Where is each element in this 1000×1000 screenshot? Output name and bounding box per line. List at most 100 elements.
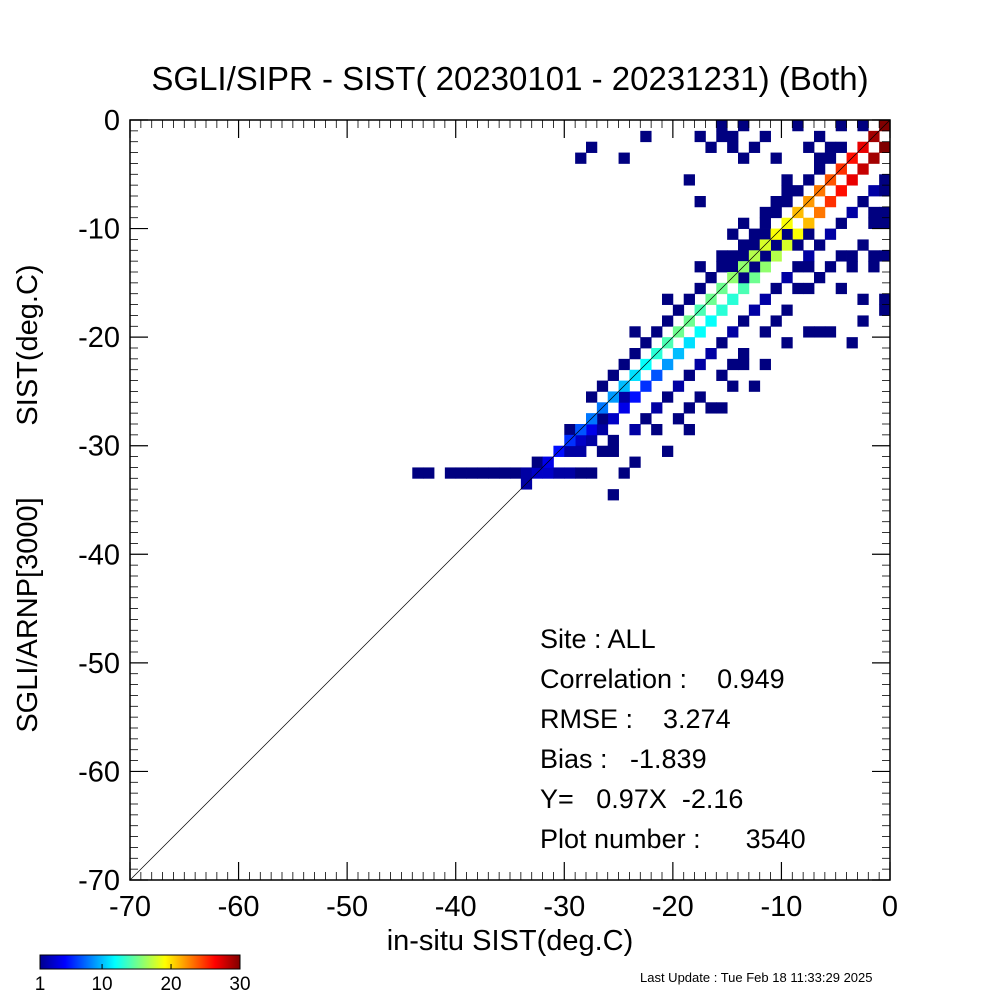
heatmap-cell xyxy=(835,282,847,295)
heatmap-cell xyxy=(662,445,674,457)
heatmap-cell xyxy=(672,413,685,425)
heatmap-cell xyxy=(759,326,771,338)
heatmap-cell xyxy=(727,326,739,338)
heatmap-cell xyxy=(629,456,641,468)
stat-bias: Bias : -1.839 xyxy=(540,744,707,774)
heatmap-cell xyxy=(716,304,728,316)
colorbar-ticks: 1 10 20 30 xyxy=(35,964,251,995)
heatmap-cell xyxy=(748,228,761,240)
heatmap-cell xyxy=(781,272,793,284)
y-tick-labels: -70 -60 -50 -40 -30 -20 -10 0 xyxy=(78,105,120,897)
heatmap-cell xyxy=(629,424,641,436)
heatmap-cell xyxy=(824,196,837,208)
heatmap-cell xyxy=(586,391,598,403)
last-update-text: Last Update : Tue Feb 18 11:33:29 2025 xyxy=(640,970,873,985)
heatmap-cell xyxy=(879,293,890,305)
heatmap-cell xyxy=(607,369,619,381)
heatmap-cell xyxy=(759,358,771,371)
heatmap-cell xyxy=(618,152,630,164)
heatmap-cell xyxy=(738,120,750,132)
heatmap-cell xyxy=(792,261,804,273)
heatmap-cell xyxy=(748,304,761,316)
heatmap-cell xyxy=(759,261,771,273)
heatmap-cell xyxy=(759,206,771,219)
heatmap-cell xyxy=(792,228,804,240)
heatmap-cell xyxy=(727,228,739,240)
heatmap-cell xyxy=(531,456,543,468)
heatmap-cell xyxy=(738,358,750,371)
heatmap-cell xyxy=(607,445,619,457)
heatmap-cell xyxy=(683,369,695,381)
y-tick-label: -60 xyxy=(78,756,120,788)
heatmap-cell xyxy=(640,130,652,143)
heatmap-cell xyxy=(824,261,837,273)
heatmap-cell xyxy=(890,131,901,142)
x-axis-label: in-situ SIST(deg.C) xyxy=(387,925,634,957)
heatmap-cell xyxy=(672,304,685,316)
heatmap-cell xyxy=(890,283,901,294)
y-tick-label: -20 xyxy=(78,322,120,354)
heatmap-cell xyxy=(814,326,826,338)
heatmap-cell xyxy=(705,402,717,414)
heatmap-cell xyxy=(716,337,728,349)
heatmap-cell xyxy=(716,250,728,262)
heatmap-cell xyxy=(879,217,890,229)
heatmap-cell xyxy=(727,293,739,305)
heatmap-cell xyxy=(586,467,598,479)
heatmap-cell xyxy=(781,337,793,349)
heatmap-cells xyxy=(412,120,901,501)
x-tick-label: -20 xyxy=(652,891,694,923)
y-tick-label: 0 xyxy=(104,105,120,137)
heatmap-cell xyxy=(662,315,674,327)
heatmap-cell xyxy=(835,120,847,132)
heatmap-cell xyxy=(683,424,695,436)
stat-correlation: Correlation : 0.949 xyxy=(540,664,785,694)
heatmap-cell xyxy=(748,261,761,273)
heatmap-cell xyxy=(694,358,706,371)
heatmap-cell xyxy=(488,467,500,479)
heatmap-cell xyxy=(814,130,826,143)
heatmap-cell xyxy=(748,380,761,392)
heatmap-cell xyxy=(759,228,771,240)
heatmap-cell xyxy=(792,239,804,251)
heatmap-cell xyxy=(824,152,837,164)
heatmap-cell xyxy=(618,402,630,414)
heatmap-cell xyxy=(890,326,901,337)
heatmap-cell xyxy=(564,467,576,479)
colorbar-tick-label: 10 xyxy=(91,974,112,995)
heatmap-cell xyxy=(824,326,837,338)
heatmap-cell xyxy=(770,315,782,327)
heatmap-cell xyxy=(727,358,739,371)
heatmap-cell xyxy=(879,250,890,262)
heatmap-cell xyxy=(738,348,750,360)
heatmap-cell xyxy=(499,467,511,479)
heatmap-cell xyxy=(596,424,609,436)
heatmap-cell xyxy=(412,467,424,479)
heatmap-cell xyxy=(694,196,706,208)
heatmap-cell xyxy=(423,467,435,479)
heatmap-cell xyxy=(618,391,630,403)
heatmap-cell xyxy=(705,272,717,284)
heatmap-cell xyxy=(824,141,837,153)
heatmap-cell xyxy=(770,282,782,295)
heatmap-cell xyxy=(857,120,869,132)
heatmap-cell xyxy=(857,239,869,251)
stat-fit: Y= 0.97X -2.16 xyxy=(540,784,743,814)
heatmap-cell xyxy=(694,282,706,295)
heatmap-cell xyxy=(640,380,652,392)
heatmap-cell xyxy=(868,250,880,262)
heatmap-cell xyxy=(890,185,901,196)
heatmap-cell xyxy=(879,141,890,153)
heatmap-cell xyxy=(868,261,880,273)
heatmap-cell xyxy=(694,261,706,273)
heatmap-cell xyxy=(846,261,858,273)
heatmap-cell xyxy=(640,337,652,349)
heatmap-cell xyxy=(727,130,739,143)
heatmap-cell xyxy=(890,120,901,131)
heatmap-cell xyxy=(759,217,771,229)
heatmap-cell xyxy=(890,348,901,359)
heatmap-cell xyxy=(770,206,782,219)
heatmap-cell xyxy=(803,282,815,295)
heatmap-cell xyxy=(727,250,739,262)
x-tick-label: -50 xyxy=(326,891,368,923)
